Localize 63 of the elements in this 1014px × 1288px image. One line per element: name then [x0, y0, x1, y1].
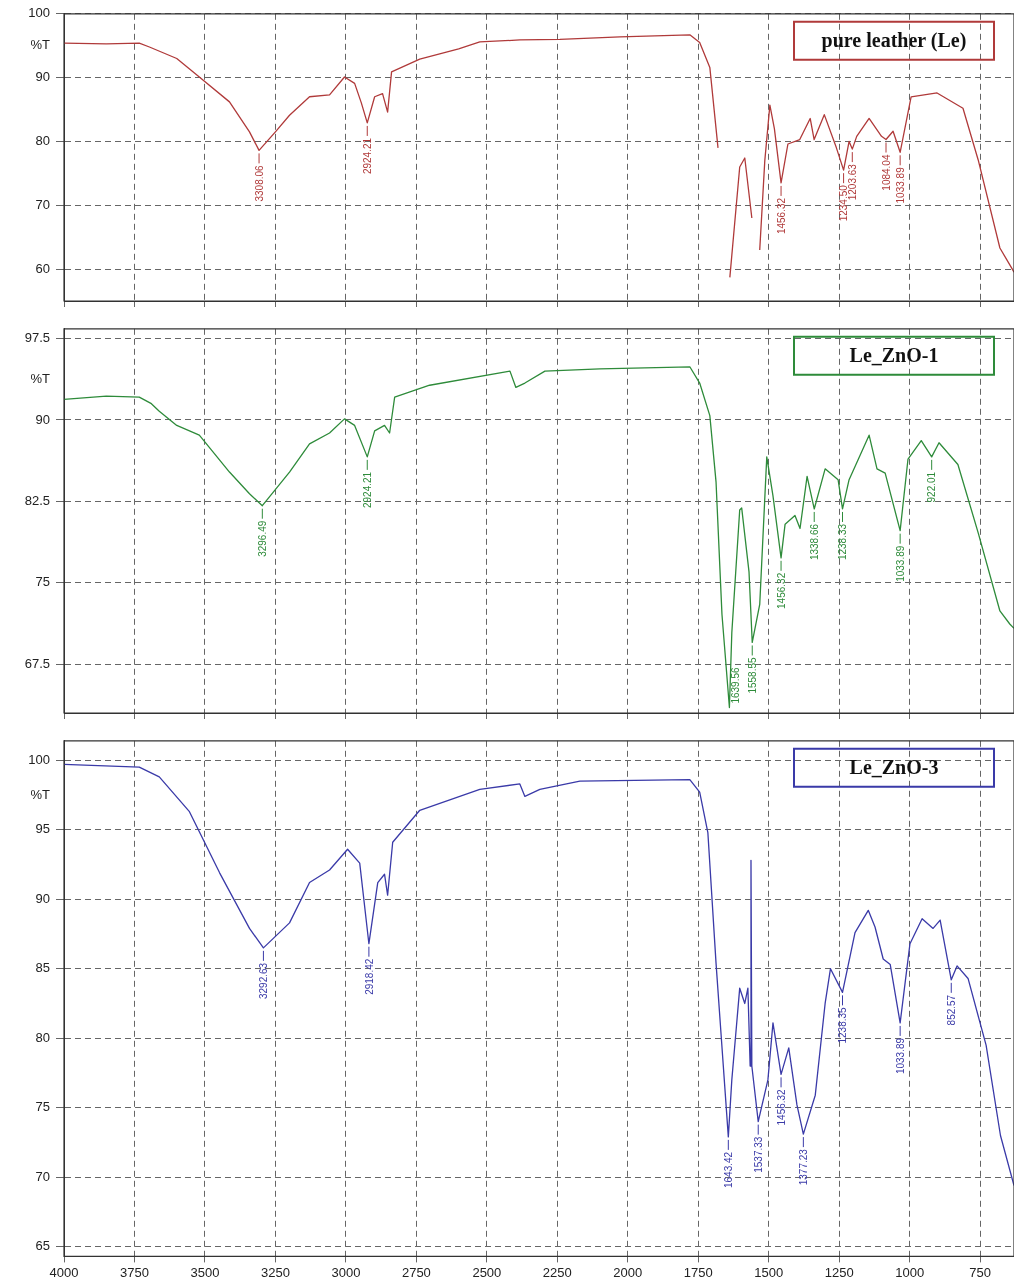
- annotation: 1456.32: [775, 572, 787, 609]
- annotation: 1033.89: [894, 166, 906, 204]
- x-tick-label: 3250: [260, 1264, 290, 1280]
- annotation: 852.57: [946, 994, 958, 1026]
- y-tick-label: 95: [35, 821, 50, 837]
- x-tick-label: 750: [969, 1264, 992, 1280]
- annotation: 3292.63: [258, 962, 270, 1000]
- annotation: 1643.42: [723, 1151, 735, 1189]
- y-tick-label: 70: [35, 1168, 50, 1184]
- x-tick-label: 2500: [472, 1264, 502, 1280]
- annotation: 1537.33: [752, 1136, 764, 1173]
- y-tick-label: 82.5: [24, 492, 50, 508]
- annotation: 922.01: [926, 471, 938, 503]
- x-tick-label: 2000: [613, 1264, 643, 1280]
- annotation: 2924.21: [362, 137, 374, 175]
- x-tick-label: 1500: [754, 1264, 784, 1280]
- annotation: 1558.55: [746, 657, 758, 694]
- y-axis-title: %T: [30, 370, 51, 386]
- x-tick-label: 4000: [49, 1264, 79, 1280]
- annotation: 1238.35: [837, 1006, 849, 1044]
- y-tick-label: 75: [35, 1099, 50, 1115]
- annotation: 1203.63: [847, 163, 859, 201]
- annotation: 1234.50: [838, 184, 850, 222]
- y-tick-label: 80: [35, 133, 50, 149]
- y-tick-label: 70: [35, 196, 50, 212]
- annotation: 1639.56: [730, 666, 742, 704]
- annotation: 3296.49: [257, 520, 269, 557]
- y-tick-label: 65: [35, 1238, 50, 1254]
- annotation: 1033.89: [894, 545, 906, 582]
- text: Le_ZnO-1: [849, 343, 939, 366]
- annotation: 1033.89: [894, 1037, 906, 1075]
- annotation: 1338.66: [808, 523, 820, 561]
- x-tick-label: 2750: [401, 1264, 431, 1280]
- x-tick-label: 2250: [542, 1264, 572, 1280]
- annotation: 3308.06: [253, 164, 265, 202]
- annotation: 2924.21: [362, 471, 374, 509]
- annotation: 1238.33: [837, 523, 849, 561]
- y-tick-label: 100: [28, 5, 50, 21]
- y-tick-label: 90: [35, 69, 50, 85]
- y-tick-label: 75: [35, 574, 50, 590]
- x-tick-label: 3000: [331, 1264, 361, 1280]
- y-tick-label: 90: [35, 890, 50, 906]
- annotation: 1377.23: [798, 1148, 810, 1186]
- x-tick-label: 1750: [683, 1264, 713, 1280]
- y-axis-title: %T: [30, 786, 51, 802]
- y-tick-label: 90: [35, 411, 50, 427]
- x-tick-label: 3750: [120, 1264, 149, 1280]
- y-tick-label: 80: [35, 1029, 50, 1045]
- annotation: 1456.32: [775, 1088, 787, 1126]
- y-tick-label: 67.5: [24, 655, 50, 671]
- text: Le_ZnO-3: [849, 755, 939, 778]
- annotation: 1456.32: [775, 197, 787, 235]
- annotation: 1084.04: [880, 154, 892, 191]
- annotation: 2918.42: [363, 958, 375, 995]
- x-tick-label: 1250: [824, 1264, 854, 1280]
- x-tick-label: 3500: [190, 1264, 220, 1280]
- y-tick-label: 97.5: [24, 330, 50, 346]
- text: pure leather (Le): [821, 28, 967, 52]
- y-axis-title: %T: [30, 37, 51, 53]
- x-tick-label: 1000: [895, 1264, 925, 1280]
- y-tick-label: 60: [35, 260, 50, 276]
- y-tick-label: 85: [35, 960, 50, 976]
- y-tick-label: 100: [28, 751, 50, 767]
